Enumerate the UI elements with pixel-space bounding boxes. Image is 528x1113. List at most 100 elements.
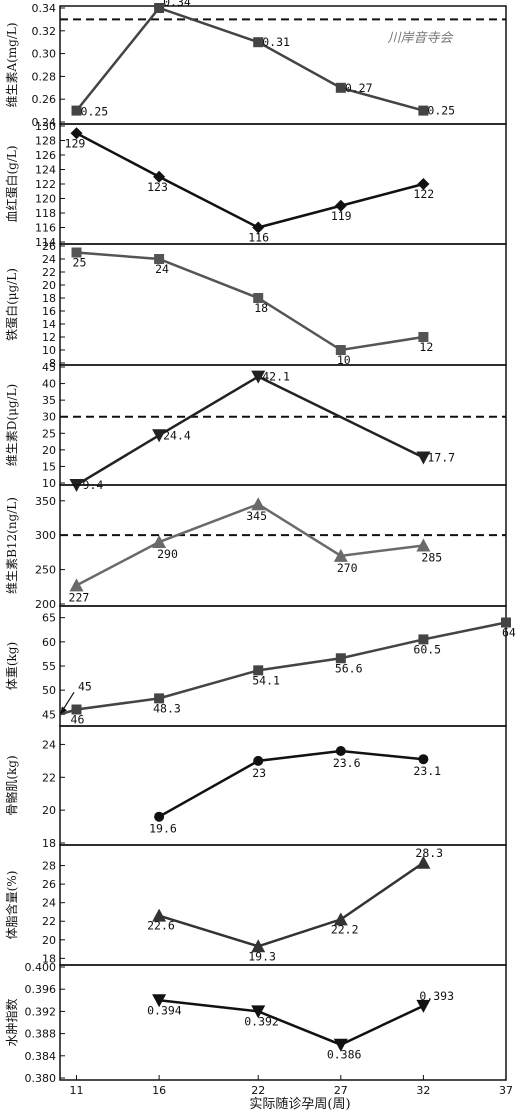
y-tick-label: 18 (42, 837, 56, 850)
panel-5: 200250300350维生素B12(ng/L)227290345270285 (5, 485, 506, 611)
data-label: 116 (248, 231, 269, 245)
data-label: 119 (331, 209, 352, 223)
y-tick-label: 16 (42, 305, 56, 318)
data-label: 45 (78, 679, 92, 693)
y-tick-label: 300 (35, 529, 56, 542)
y-tick-label: 22 (42, 915, 56, 928)
data-label: 22.2 (331, 922, 359, 936)
y-tick-label: 124 (35, 164, 56, 177)
x-tick-label: 22 (251, 1084, 265, 1097)
y-tick-label: 14 (42, 318, 56, 331)
x-axis-title: 实际随诊孕周(周) (249, 1097, 350, 1112)
y-tick-label: 15 (42, 460, 56, 473)
y-tick-label: 20 (42, 279, 56, 292)
x-tick-label: 37 (499, 1084, 513, 1097)
data-label: 0.25 (81, 105, 109, 119)
y-tick-label: 0.26 (32, 93, 57, 106)
y-tick-label: 28 (42, 860, 56, 873)
y-tick-label: 24 (42, 738, 56, 751)
data-label: 290 (157, 547, 178, 561)
data-label: 46 (71, 713, 85, 727)
data-label: 0.394 (147, 1003, 182, 1017)
y-tick-label: 122 (35, 178, 56, 191)
y-tick-label: 10 (42, 477, 56, 490)
x-tick-label: 11 (70, 1084, 84, 1097)
y-tick-label: 350 (35, 495, 56, 508)
y-axis-label: 维生素D(μg/L) (5, 384, 19, 466)
panel-4: 1015202530354045维生素D(μg/L)9.424.442.117.… (5, 361, 506, 492)
series-line (60, 623, 506, 715)
data-label: 270 (337, 561, 358, 575)
y-axis-label: 体脂含量(%) (4, 871, 19, 940)
series-line (159, 751, 423, 817)
y-tick-label: 12 (42, 331, 56, 344)
y-tick-label: 0.30 (32, 48, 57, 61)
y-tick-label: 40 (42, 378, 56, 391)
y-tick-label: 26 (42, 240, 56, 253)
data-label: 0.25 (427, 104, 455, 118)
y-tick-label: 18 (42, 292, 56, 305)
data-label: 345 (246, 509, 267, 523)
y-axis-label: 血红蛋白(g/L) (4, 145, 19, 222)
series-line (77, 253, 424, 351)
y-tick-label: 20 (42, 934, 56, 947)
y-tick-label: 50 (42, 684, 56, 697)
panel-9: 0.3800.3840.3880.3920.3960.400水肿指数 0.3940… (4, 961, 506, 1085)
data-label: 48.3 (153, 701, 181, 715)
y-axis-label: 铁蛋白(μg/L) (4, 268, 19, 341)
x-tick-label: 16 (152, 1084, 166, 1097)
y-tick-label: 0.380 (25, 1072, 57, 1085)
data-label: 0.27 (345, 81, 373, 95)
y-tick-label: 200 (35, 598, 56, 611)
data-label: 0.392 (244, 1014, 279, 1028)
data-label: 17.7 (427, 450, 455, 464)
watermark-text: 川岸音寺会 (387, 30, 454, 46)
panel-frame (60, 124, 506, 244)
panel-frame (60, 244, 506, 365)
data-label: 0.34 (163, 0, 191, 9)
series-line (77, 8, 424, 111)
data-label: 23 (252, 766, 266, 780)
y-tick-label: 45 (42, 708, 56, 721)
data-label: 18 (254, 301, 268, 315)
data-label: 129 (65, 136, 86, 150)
y-tick-label: 0.396 (25, 983, 57, 996)
y-tick-label: 25 (42, 427, 56, 440)
y-tick-label: 0.34 (32, 2, 57, 15)
data-label: 285 (421, 551, 442, 565)
y-tick-label: 0.384 (25, 1050, 57, 1063)
y-tick-label: 126 (35, 149, 56, 162)
data-label: 19.6 (149, 822, 177, 836)
panel-2: 114116118120122124126128130血红蛋白(g/L)1291… (4, 120, 506, 249)
y-tick-label: 250 (35, 564, 56, 577)
y-tick-label: 22 (42, 771, 56, 784)
y-tick-label: 0.392 (25, 1005, 57, 1018)
data-label: 24 (155, 262, 169, 276)
data-label: 19.3 (248, 949, 276, 963)
data-label: 23.1 (413, 764, 441, 778)
data-label: 42.1 (262, 370, 290, 384)
y-tick-label: 20 (42, 444, 56, 457)
data-label: 64 (502, 626, 516, 640)
data-point (336, 746, 346, 756)
y-tick-label: 130 (35, 120, 56, 133)
data-label: 54.1 (252, 673, 280, 687)
y-tick-label: 30 (42, 411, 56, 424)
series-line (159, 1000, 423, 1044)
x-axis: 11 16 22 27 32 37 (70, 1075, 513, 1097)
data-label: 12 (419, 340, 433, 354)
panel-frame (60, 485, 506, 606)
y-tick-label: 20 (42, 804, 56, 817)
y-tick-label: 0.388 (25, 1028, 57, 1041)
panel-frame (60, 845, 506, 965)
data-label: 25 (73, 256, 87, 270)
data-point (418, 754, 428, 764)
y-tick-label: 35 (42, 394, 56, 407)
y-axis-label: 骨骼肌(kg) (4, 755, 19, 815)
y-tick-label: 45 (42, 361, 56, 374)
panel-1: 0.24 0.26 0.28 0.30 0.32 0.34 维生素A(mg/L) 0.25 0.… (5, 0, 506, 129)
data-label: 227 (69, 590, 90, 604)
data-label: 56.6 (335, 661, 363, 675)
y-tick-label: 0.400 (25, 961, 57, 974)
